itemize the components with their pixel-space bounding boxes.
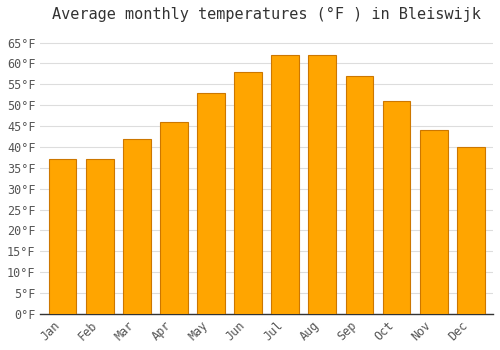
- Bar: [48, 160, 76, 314]
- Bar: [308, 55, 336, 314]
- Bar: [234, 72, 262, 314]
- Title: Average monthly temperatures (°F ) in Bleiswijk: Average monthly temperatures (°F ) in Bl…: [52, 7, 481, 22]
- Bar: [420, 130, 448, 314]
- Bar: [160, 122, 188, 314]
- Bar: [457, 147, 484, 314]
- Bar: [197, 93, 225, 314]
- Bar: [382, 101, 410, 314]
- Bar: [86, 160, 114, 314]
- Bar: [123, 139, 150, 314]
- Bar: [272, 55, 299, 314]
- Bar: [346, 76, 374, 314]
